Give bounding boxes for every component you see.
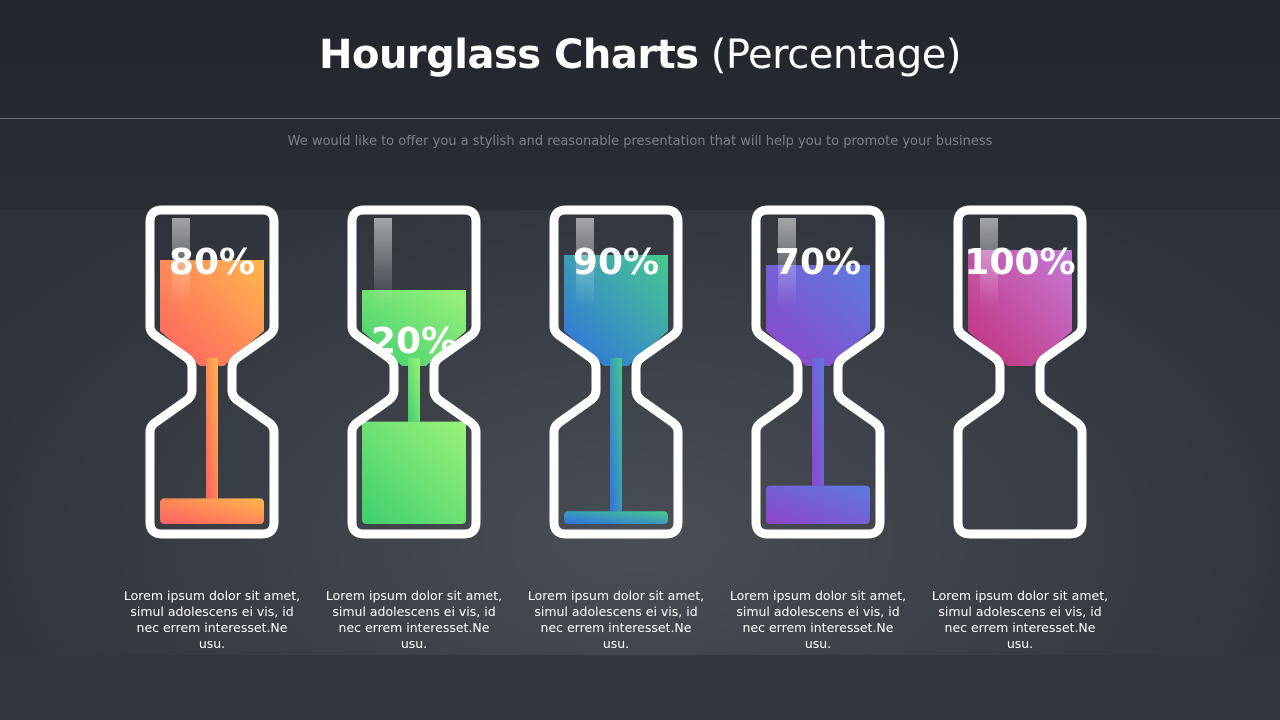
bottom-sand [362,421,466,524]
top-sand [362,290,466,366]
hourglass-item: 90% Lorem ipsum dolor sit amet, simul ado… [526,205,706,651]
bottom-sand [160,498,264,524]
sand-stream [610,358,622,512]
hourglass-item: 20% Lorem ipsum dolor sit amet, simul ado… [324,205,504,651]
percentage-label: 100% [964,242,1076,283]
hourglass: 80% [122,205,302,539]
sand-stream [812,358,824,486]
hourglass-outline [347,205,481,539]
sand-stream [408,358,420,422]
percentage-label: 90% [572,242,660,283]
hourglass-outline [549,205,683,539]
hourglass-svg [549,205,683,539]
hourglass-svg [751,205,885,539]
hourglass-item: 80% Lorem ipsum dolor sit amet, simul ado… [122,205,302,651]
percentage-label: 80% [168,242,256,283]
hourglass: 100% [930,205,1110,539]
hourglass: 70% [728,205,908,539]
footer-background [0,655,1280,720]
glass-highlight [576,218,594,306]
sand-stream [206,358,218,499]
item-description: Lorem ipsum dolor sit amet, simul adoles… [729,588,907,651]
item-description: Lorem ipsum dolor sit amet, simul adoles… [527,588,705,651]
hourglass-item: 70% Lorem ipsum dolor sit amet, simul ado… [728,205,908,651]
hourglass-svg [953,205,1087,539]
hourglass-svg [145,205,279,539]
page-subtitle: We would like to offer you a stylish and… [287,134,993,149]
glass-highlight [778,218,796,306]
hourglass-outline [145,205,279,539]
item-description: Lorem ipsum dolor sit amet, simul adoles… [931,588,1109,651]
title-divider [0,118,1280,119]
bottom-sand [564,511,668,524]
page-title-bold: Hourglass Charts [319,32,699,78]
hourglass: 20% [324,205,504,539]
hourglass-outline [751,205,885,539]
bottom-sand [766,485,870,524]
glass-highlight [980,218,998,306]
page-title-light: (Percentage) [698,32,962,78]
header-background [0,0,1280,210]
glass-highlight [172,218,190,306]
item-description: Lorem ipsum dolor sit amet, simul adoles… [123,588,301,651]
hourglass-outline [953,205,1087,539]
item-description: Lorem ipsum dolor sit amet, simul adoles… [325,588,503,651]
percentage-label: 20% [370,321,458,362]
hourglass: 90% [526,205,706,539]
glass-highlight [374,218,392,306]
percentage-label: 70% [774,242,862,283]
hourglass-svg [347,205,481,539]
hourglass-item: 100% Lorem ipsum dolor sit amet, simul ad… [930,205,1110,651]
page-title: Hourglass Charts (Percentage) [0,30,1280,80]
